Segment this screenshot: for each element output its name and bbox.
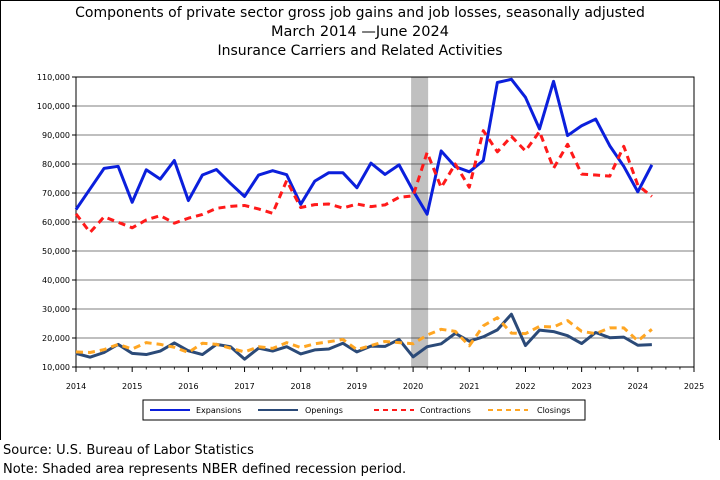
x-tick-label: 2015 (122, 382, 142, 391)
x-tick-label: 2020 (403, 382, 423, 391)
y-tick-label: 70,000 (42, 189, 70, 198)
legend-label-closings: Closings (537, 406, 570, 415)
y-tick-label: 40,000 (42, 276, 70, 285)
x-tick-label: 2022 (515, 382, 535, 391)
outer-border (0, 0, 720, 440)
x-tick-label: 2014 (66, 382, 86, 391)
chart-date-range: March 2014 —June 2024 (271, 24, 449, 40)
y-tick-label: 30,000 (42, 305, 70, 314)
chart-subtitle: Insurance Carriers and Related Activitie… (217, 43, 503, 59)
legend-box (142, 399, 586, 421)
y-tick-label: 20,000 (42, 334, 70, 343)
series-closings-line (75, 316, 653, 354)
legend-label-expansions: Expansions (196, 406, 241, 415)
series-openings-line (75, 312, 652, 361)
x-tick-label: 2021 (459, 382, 479, 391)
y-tick-label: 90,000 (42, 131, 70, 140)
x-tick-label: 2018 (291, 382, 311, 391)
y-tick-label: 100,000 (37, 102, 70, 111)
y-tick-label: 50,000 (42, 247, 70, 256)
chart-title: Components of private sector gross job g… (75, 5, 645, 21)
x-tick-label: 2023 (571, 382, 591, 391)
x-tick-label: 2024 (628, 382, 648, 391)
line-chart: 10,000 20,000 30,000 40,000 50,000 60,000 70,0… (0, 0, 720, 440)
x-tick-label: 2017 (234, 382, 254, 391)
chart-title-block: Components of private sector gross job g… (0, 4, 720, 61)
y-tick-label: 110,000 (37, 73, 70, 82)
x-tick-label: 2025 (684, 382, 704, 391)
recession-note: Note: Shaded area represents NBER define… (3, 462, 407, 477)
series-expansions-line (74, 77, 654, 216)
plot-frame (75, 76, 695, 368)
y-tick-label: 60,000 (42, 218, 70, 227)
series-contractions-line (74, 129, 653, 234)
y-tick-label: 80,000 (42, 160, 70, 169)
legend-label-openings: Openings (305, 406, 343, 415)
x-tick-label: 2016 (178, 382, 198, 391)
source-note: Source: U.S. Bureau of Labor Statistics (3, 443, 254, 458)
y-tick-label: 10,000 (42, 363, 70, 372)
legend-label-contractions: Contractions (420, 406, 471, 415)
x-tick-label: 2019 (347, 382, 367, 391)
footnotes: Source: U.S. Bureau of Labor Statistics … (3, 441, 406, 479)
